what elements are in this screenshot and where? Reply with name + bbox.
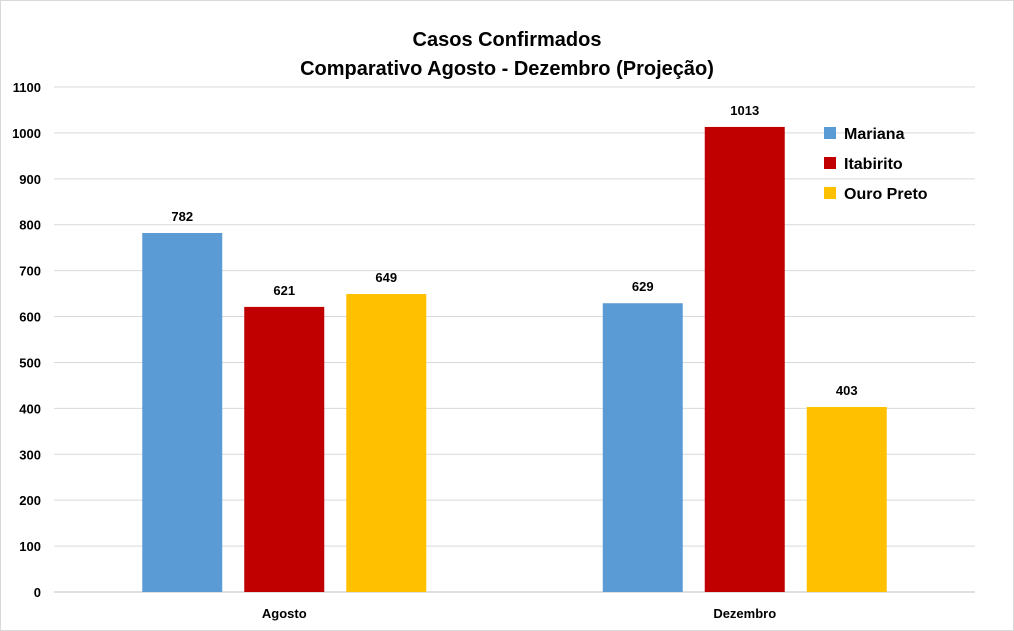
y-tick-label: 400 bbox=[19, 401, 41, 416]
y-tick-label: 900 bbox=[19, 172, 41, 187]
legend-swatch bbox=[824, 127, 836, 139]
x-tick-label: Agosto bbox=[262, 606, 307, 621]
chart-subtitle: Comparativo Agosto - Dezembro (Projeção) bbox=[300, 58, 714, 80]
data-label: 621 bbox=[273, 283, 295, 298]
bar-mariana-dezembro bbox=[602, 303, 683, 592]
y-tick-label: 0 bbox=[34, 585, 41, 600]
bar-itabirito-dezembro bbox=[704, 126, 785, 592]
y-tick-label: 600 bbox=[19, 310, 41, 325]
y-tick-label: 1100 bbox=[13, 80, 41, 95]
bar-ouro-preto-dezembro bbox=[806, 406, 887, 592]
legend: Mariana Itabirito Ouro Preto bbox=[824, 126, 928, 203]
bar-ouro-preto-agosto bbox=[346, 294, 427, 592]
y-tick-label: 800 bbox=[19, 218, 41, 233]
y-tick-label: 700 bbox=[19, 264, 41, 279]
bar-itabirito-agosto bbox=[244, 306, 325, 592]
y-tick-label: 200 bbox=[19, 493, 41, 508]
y-tick-label: 300 bbox=[19, 447, 41, 462]
data-label: 782 bbox=[171, 209, 193, 224]
chart-title: Casos Confirmados bbox=[412, 29, 602, 51]
legend-swatch bbox=[824, 157, 836, 169]
chart-title-block: Casos Confirmados Comparativo Agosto - D… bbox=[0, 26, 1014, 84]
y-axis: 0 100 200 300 400 500 600 700 800 900 1000 1100 bbox=[12, 80, 41, 600]
bar-mariana-agosto bbox=[142, 232, 223, 592]
y-tick-label: 100 bbox=[19, 539, 41, 554]
data-label: 1013 bbox=[730, 103, 759, 118]
legend-label: Ouro Preto bbox=[844, 186, 928, 203]
data-labels: 782 621 649 629 1013 403 bbox=[171, 103, 857, 398]
data-label: 403 bbox=[836, 383, 858, 398]
data-label: 649 bbox=[375, 270, 397, 285]
bars bbox=[142, 126, 887, 592]
x-tick-label: Dezembro bbox=[713, 606, 776, 621]
data-label: 629 bbox=[632, 279, 654, 294]
y-tick-label: 500 bbox=[19, 355, 41, 370]
y-tick-label: 1000 bbox=[12, 126, 41, 141]
legend-label: Itabirito bbox=[844, 156, 903, 173]
x-axis: Agosto Dezembro bbox=[262, 606, 776, 621]
legend-label: Mariana bbox=[844, 126, 905, 143]
legend-swatch bbox=[824, 187, 836, 199]
